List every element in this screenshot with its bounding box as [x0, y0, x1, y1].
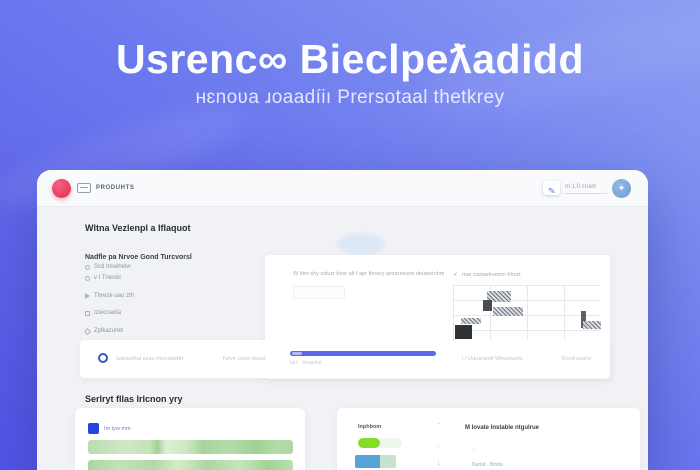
radio-circle-icon [85, 275, 90, 281]
stats-card-right: Inphbom + › 1 · M Iovate Instable ntgulr… [337, 408, 640, 470]
blue-green-bar [355, 455, 396, 468]
footer-meta: · Wurtlruaarts [558, 356, 592, 362]
plus-icon[interactable]: + [437, 422, 441, 428]
card-label: Im tyw mm [104, 426, 131, 432]
row-placeholder: — [470, 447, 476, 453]
card-title: M Iovate Instable ntgulrue [465, 425, 540, 431]
sidebar-item-label: Zplkazunkt [94, 328, 124, 334]
hero-title: Usrenc∞ Bieclpeƛadidd [115, 36, 585, 82]
section-title: Serlryt fllas Irlcnon yry [85, 394, 183, 404]
blueprint-diagram [453, 285, 601, 343]
attachment-icon[interactable] [98, 353, 108, 363]
blue-square-icon [88, 423, 99, 434]
app-window: PRODUHTS ✎ m 1.0 cruim ✦ Wltna Vezlenpl … [37, 170, 648, 470]
blue-segment [355, 455, 380, 468]
decor-blob [337, 234, 385, 254]
green-segment [380, 455, 396, 468]
footer-text: Turve cesw duuer [222, 356, 266, 362]
stats-card-left: Im tyw mm [75, 408, 305, 470]
user-avatar[interactable]: ✦ [612, 179, 631, 198]
green-bar [88, 460, 293, 470]
sidebar-item[interactable]: Scd Imwihelw [85, 264, 131, 270]
check-icon[interactable]: ✓ [453, 272, 459, 278]
footer-text: Iudrearhut azau rmrruaodtrr [116, 356, 184, 362]
sidebar-item-label: Scd Imwihelw [94, 264, 131, 270]
diagram-block [483, 300, 492, 311]
sidebar-group-label: Nadfle pa Nrvoe Gond Turcvorsl [85, 254, 192, 261]
sidebar-item-label: Threze uau zth [94, 293, 135, 299]
brand-logo-icon [52, 179, 71, 198]
task-footer-bar: Iudrearhut azau rmrruaodtrr Turve cesw d… [80, 340, 610, 378]
footer-meta: I / Uurueandl Wlruewurts [462, 356, 523, 362]
green-pill-fill [358, 438, 380, 448]
index-mark: 1 · [437, 461, 445, 467]
card-description: W ldre xhy xzluzr hesr alt f apr thrwcy … [293, 271, 445, 277]
sidebar-item[interactable]: Zplkazunkt [83, 327, 124, 335]
square-icon [85, 310, 90, 316]
diamond-icon [83, 327, 92, 335]
radio-circle-icon [85, 264, 90, 270]
diagram-block [493, 307, 523, 316]
edit-button[interactable]: ✎ [543, 181, 560, 196]
row-text: Nurtat · Bindu [472, 462, 503, 468]
card-label: Inphbom [358, 424, 382, 430]
diagram-label: mar zazawlrumrm frlrxzt [462, 271, 521, 278]
green-pill-track [358, 438, 402, 448]
brand-label: PRODUHTS [96, 185, 135, 191]
app-header: PRODUHTS ✎ m 1.0 cruim ✦ [37, 170, 648, 207]
hero-subtitle: ʜɛnoʋa ɹoaadíiı Prersotaal thetkrey [195, 87, 505, 108]
diagram-block [455, 325, 472, 339]
diagram-header: ✓ mar zazawlrumrm frlrxzt [453, 271, 521, 279]
diagram-block [461, 318, 481, 324]
sidebar-item-label: Izeicnadia [94, 310, 122, 316]
sidebar-item-label: v I Tnwskt [94, 275, 121, 281]
pencil-icon: ✎ [547, 185, 556, 197]
sidebar-item[interactable]: Threze uau zth [85, 293, 134, 299]
products-icon [77, 183, 91, 193]
sidebar-item[interactable]: Izeicnadia [85, 310, 121, 316]
page-title: Wltna Vezlenpl a Iflaquot [85, 223, 191, 233]
diagram-block [581, 311, 586, 328]
diagram-block [583, 321, 601, 329]
version-label: m 1.0 cruim [565, 184, 607, 194]
chevron-right-icon[interactable]: › [437, 444, 439, 450]
play-icon [85, 293, 90, 299]
progress-segment [292, 352, 302, 355]
sidebar-item[interactable]: v I Tnwskt [85, 275, 121, 281]
progress-caption: Iurt · rhruadrst [290, 360, 322, 366]
diagram-block [487, 291, 511, 302]
progress-bar [290, 351, 436, 356]
green-bar [88, 440, 293, 454]
text-input[interactable] [293, 286, 345, 299]
